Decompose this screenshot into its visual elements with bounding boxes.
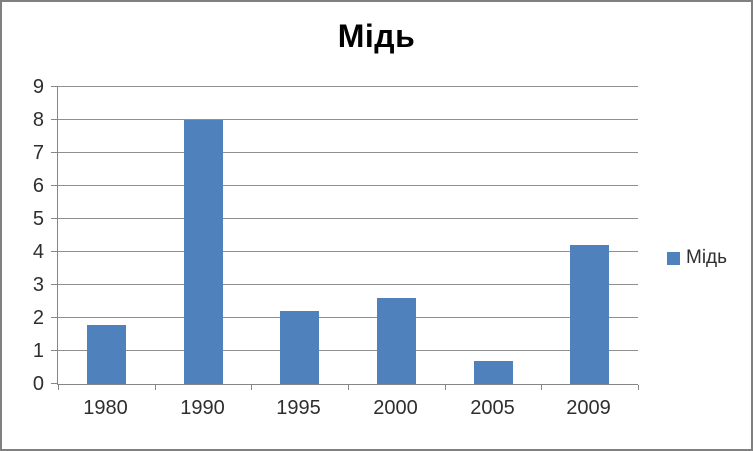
- y-axis-label: 1: [32, 340, 44, 362]
- y-axis-label: 3: [32, 274, 44, 296]
- gridline: [58, 317, 638, 318]
- legend: Мідь: [667, 247, 727, 269]
- y-axis-tick: [51, 86, 58, 87]
- x-axis-tick: [638, 385, 639, 390]
- x-axis-label: 2000: [373, 397, 418, 419]
- bar-2005: [474, 361, 513, 384]
- y-axis-tick: [51, 284, 58, 285]
- y-axis-tick: [51, 317, 58, 318]
- plot-area: [51, 86, 639, 390]
- y-axis-label: 5: [32, 208, 44, 230]
- x-axis-tick: [251, 385, 252, 390]
- y-axis-tick: [51, 251, 58, 252]
- x-axis-tick: [155, 385, 156, 390]
- y-axis-label: 4: [32, 241, 44, 263]
- x-axis-tick: [58, 385, 59, 390]
- y-axis-label: 9: [32, 76, 44, 98]
- y-axis-tick: [51, 152, 58, 153]
- x-axis-label: 1995: [276, 397, 321, 419]
- gridline: [58, 251, 638, 252]
- bar-1980: [87, 325, 126, 384]
- x-axis-label: 1990: [180, 397, 225, 419]
- chart-title: Мідь: [337, 18, 416, 54]
- y-axis-tick: [51, 383, 58, 384]
- bar-2009: [570, 245, 609, 384]
- y-axis-label: 7: [32, 142, 44, 164]
- x-axis-tick: [445, 385, 446, 390]
- x-axis-label: 2009: [566, 397, 611, 419]
- y-axis-label: 0: [32, 373, 44, 395]
- y-axis-label: 6: [32, 175, 44, 197]
- y-axis-tick: [51, 119, 58, 120]
- y-axis-tick: [51, 350, 58, 351]
- y-axis-tick: [51, 185, 58, 186]
- x-axis-tick: [541, 385, 542, 390]
- y-axis-tick: [51, 218, 58, 219]
- bar-1995: [280, 311, 319, 384]
- gridline: [58, 185, 638, 186]
- gridline: [58, 350, 638, 351]
- legend-swatch-icon: [667, 251, 680, 265]
- x-axis-label: 1980: [83, 397, 128, 419]
- y-axis-label: 8: [32, 109, 44, 131]
- bar-2000: [377, 298, 416, 384]
- bar-1990: [184, 120, 223, 384]
- x-axis-tick: [348, 385, 349, 390]
- gridline: [58, 152, 638, 153]
- gridline: [58, 119, 638, 120]
- legend-label: Мідь: [686, 247, 728, 268]
- gridline: [58, 284, 638, 285]
- gridline: [58, 86, 638, 87]
- y-axis-label: 2: [32, 307, 44, 329]
- x-axis-label: 2005: [470, 397, 515, 419]
- gridline: [58, 218, 638, 219]
